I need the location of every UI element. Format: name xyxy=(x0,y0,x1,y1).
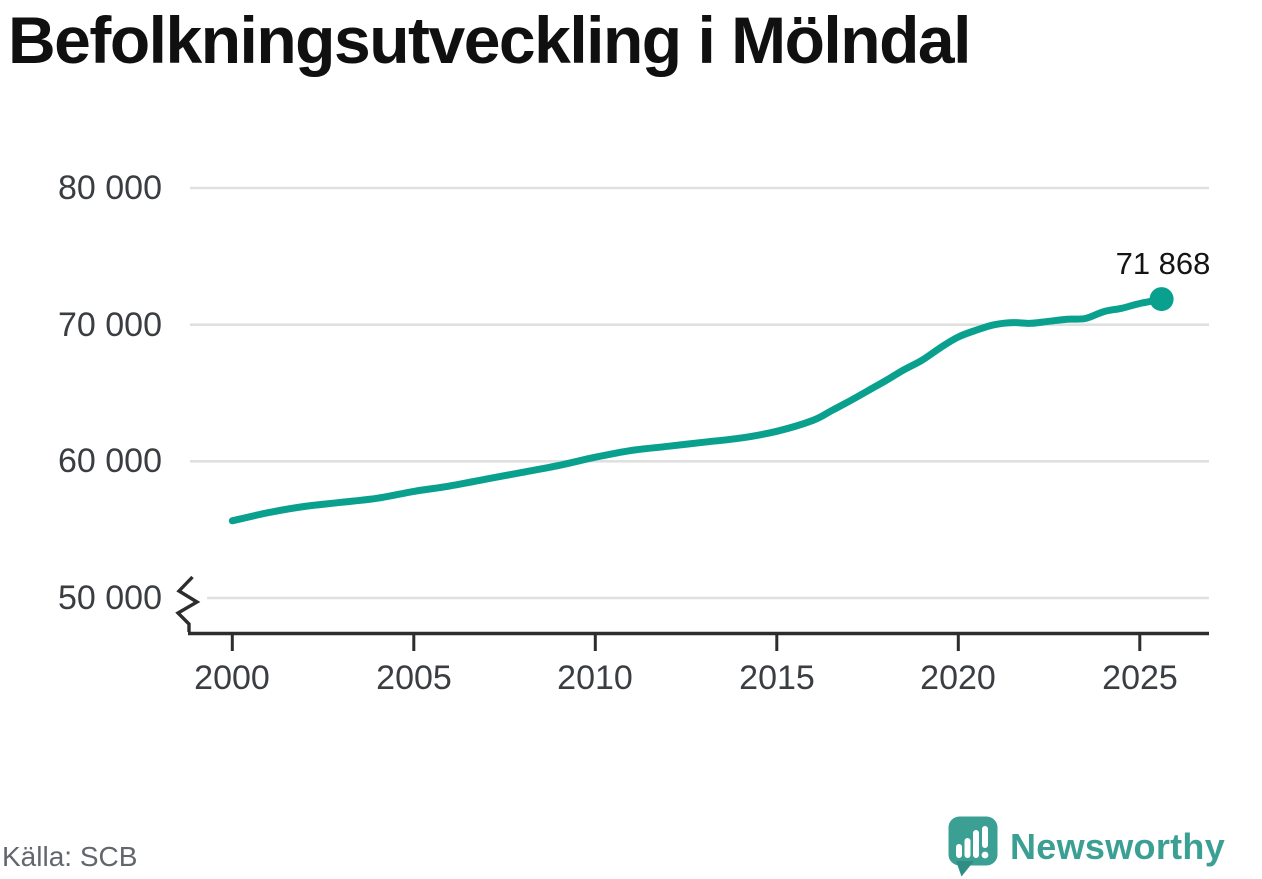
newsworthy-speech-bubble-bar-chart-icon xyxy=(948,816,998,877)
x-tick-label: 2005 xyxy=(376,659,452,697)
y-axis-break-icon xyxy=(175,575,201,632)
end-value-label: 71 868 xyxy=(1115,246,1211,281)
data-line xyxy=(228,295,1166,525)
newsworthy-wordmark: Newsworthy xyxy=(1010,825,1226,867)
y-tick-label: 80 000 xyxy=(58,169,162,207)
y-tick-label: 50 000 xyxy=(58,579,162,617)
x-tick-label: 2010 xyxy=(557,659,633,697)
x-tick-label: 2020 xyxy=(920,659,996,697)
x-tick-label: 2015 xyxy=(739,659,815,697)
x-tick-label: 2025 xyxy=(1102,659,1178,697)
y-tick-label: 60 000 xyxy=(58,442,162,480)
x-tick-label: 2000 xyxy=(194,659,270,697)
source-note: Källa: SCB xyxy=(2,841,138,872)
newsworthy-logo: Newsworthy xyxy=(948,816,1225,877)
end-point-dot xyxy=(1149,287,1174,312)
page-title: Befolkningsutveckling i Mölndal xyxy=(8,3,971,77)
y-tick-label: 70 000 xyxy=(58,306,162,344)
